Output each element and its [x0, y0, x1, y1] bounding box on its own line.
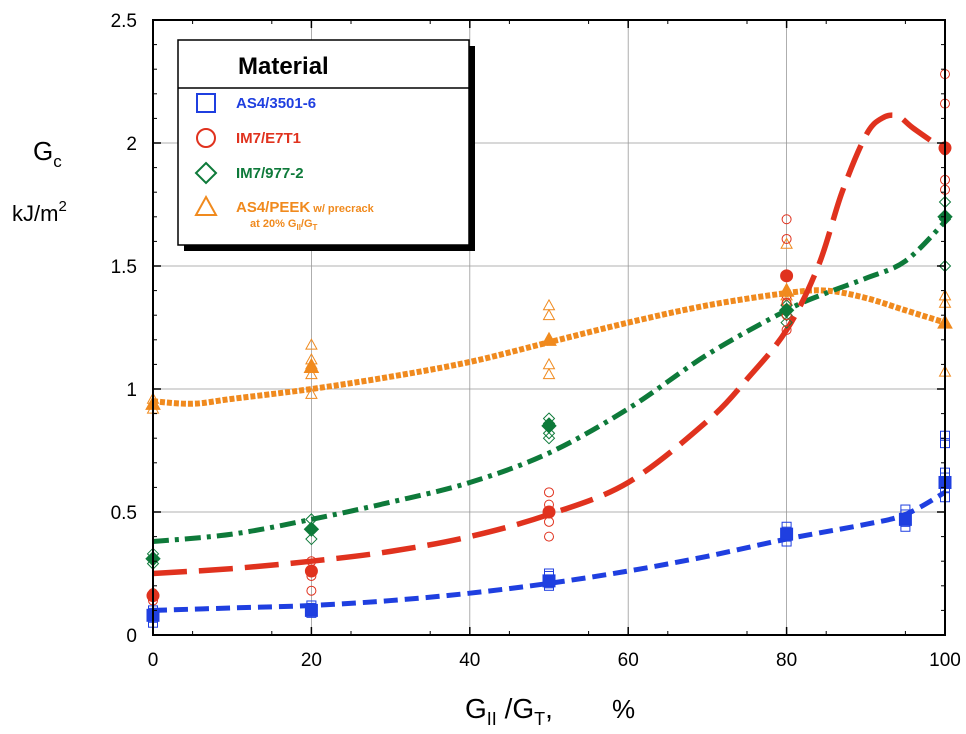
im7-e7t1-raw-point [544, 487, 554, 498]
as4-peek-raw-point [542, 367, 556, 380]
as4-peek-fit-curve [152, 287, 946, 407]
x-axis-symbol: G [465, 693, 487, 724]
legend-sub-part: /G [301, 218, 313, 230]
as4-3501-6-mean-point [780, 527, 794, 541]
legend-series-name: AS4/3501-6 [236, 95, 316, 112]
im7-977-2-mean-point [541, 418, 557, 434]
im7-977-2-raw-point [780, 316, 793, 329]
legend-title: Material [238, 53, 329, 80]
im7-e7t1-fit-curve [152, 112, 947, 577]
as4-peek-raw-point [780, 237, 793, 249]
as4-3501-6-mean-point [542, 574, 556, 588]
im7-977-2-mean-point [303, 521, 320, 537]
as4-peek-raw-point [542, 298, 556, 311]
im7-977-2-fit-curve [152, 219, 947, 545]
im7-e7t1-mean-point [304, 564, 318, 578]
x-axis-unit: % [612, 694, 635, 724]
x-tick-label: 40 [459, 650, 480, 671]
legend-series-name: IM7/E7T1 [236, 130, 301, 147]
legend-marker-im7-e7t1 [196, 128, 216, 148]
im7-977-2-raw-point [305, 532, 318, 546]
as4-3501-6-mean-point [898, 512, 912, 526]
legend: Material AS4/3501-6IM7/E7T1IM7/977-2AS4/… [177, 39, 475, 251]
x-tick-label: 60 [618, 650, 639, 671]
as4-peek-raw-point [305, 367, 318, 380]
as4-peek-mean-point [778, 282, 795, 297]
im7-e7t1-raw-point [781, 324, 792, 335]
legend-label-as4-peek: AS4/PEEK w/ precrack [236, 199, 375, 216]
y-tick-label: 2 [126, 134, 137, 155]
legend-series-suffix: w/ precrack [310, 203, 374, 215]
y-tick-label: 1.5 [111, 257, 137, 278]
legend-sub-part: at 20% G [250, 218, 296, 230]
im7-977-2-raw-point [542, 431, 556, 445]
x-axis-ratio: /G [497, 693, 534, 724]
x-tick-label: 80 [776, 650, 797, 671]
y-axis-title: Gc [33, 136, 62, 171]
im7-e7t1-raw-point [781, 214, 792, 225]
x-axis-comma: , [545, 693, 553, 724]
x-tick-label: 100 [929, 650, 961, 671]
fit-curves [152, 112, 947, 613]
im7-e7t1-mean-point [780, 269, 794, 283]
legend-marker-as4-peek [194, 194, 218, 216]
legend-entries: AS4/3501-6 IM7/E7T1 IM7/977-2 AS4/PEEK w/ p… [194, 93, 375, 232]
x-tick-label: 0 [148, 650, 159, 671]
legend-sub-part: II [296, 223, 300, 232]
plot-frame [152, 19, 946, 636]
as4-3501-6-fit-curve [152, 490, 947, 613]
legend-box [177, 39, 470, 246]
as4-peek-raw-point [542, 357, 556, 370]
legend-series-name: IM7/977-2 [236, 165, 304, 182]
im7-e7t1-raw-point [306, 585, 317, 596]
im7-977-2-raw-point [542, 427, 556, 440]
y-axis-unit-text: kJ/m [12, 201, 58, 226]
legend-label-as4-3501-6: AS4/3501-6 [236, 95, 316, 112]
im7-e7t1-raw-point [544, 531, 554, 542]
legend-sub-part: T [313, 223, 318, 232]
y-tick-label: 0 [126, 626, 137, 647]
legend-label-im7-977-2: IM7/977-2 [236, 165, 304, 182]
im7-e7t1-mean-point [542, 505, 556, 519]
data-points [145, 69, 953, 628]
as4-peek-raw-point [305, 338, 318, 350]
im7-e7t1-raw-point [781, 233, 792, 244]
x-tick-label: 20 [301, 650, 322, 671]
y-axis-subscript: c [53, 152, 62, 171]
legend-label-im7-e7t1: IM7/E7T1 [236, 130, 301, 147]
y-axis-unit: kJ/m2 [12, 198, 67, 226]
im7-e7t1-raw-point [544, 516, 554, 527]
legend-marker-as4-3501-6 [196, 93, 216, 113]
y-tick-label: 2.5 [111, 11, 137, 32]
im7-977-2-mean-point [778, 302, 795, 318]
y-tick-label: 0.5 [111, 503, 137, 524]
as4-peek-mean-point [303, 358, 320, 373]
y-axis-symbol: G [33, 136, 53, 166]
legend-series-name: AS4/PEEK [236, 199, 310, 216]
x-axis-subscript-1: II [487, 709, 497, 729]
axis-ticks: 0 20 40 60 80 100 0 0.5 1 1.5 2 2.5 [111, 11, 961, 671]
legend-sub-label: at 20% GII/GT [250, 218, 318, 232]
y-tick-label: 1 [126, 380, 137, 401]
as4-3501-6-mean-point [304, 603, 318, 617]
as4-peek-raw-point [542, 308, 556, 321]
as4-peek-raw-point [305, 387, 318, 399]
legend-marker-im7-977-2 [194, 161, 218, 185]
x-axis-subscript-2: T [534, 709, 545, 729]
as4-peek-mean-point [541, 331, 557, 346]
x-axis-title: GII /GT, [465, 693, 553, 729]
y-axis-unit-superscript: 2 [58, 198, 66, 215]
